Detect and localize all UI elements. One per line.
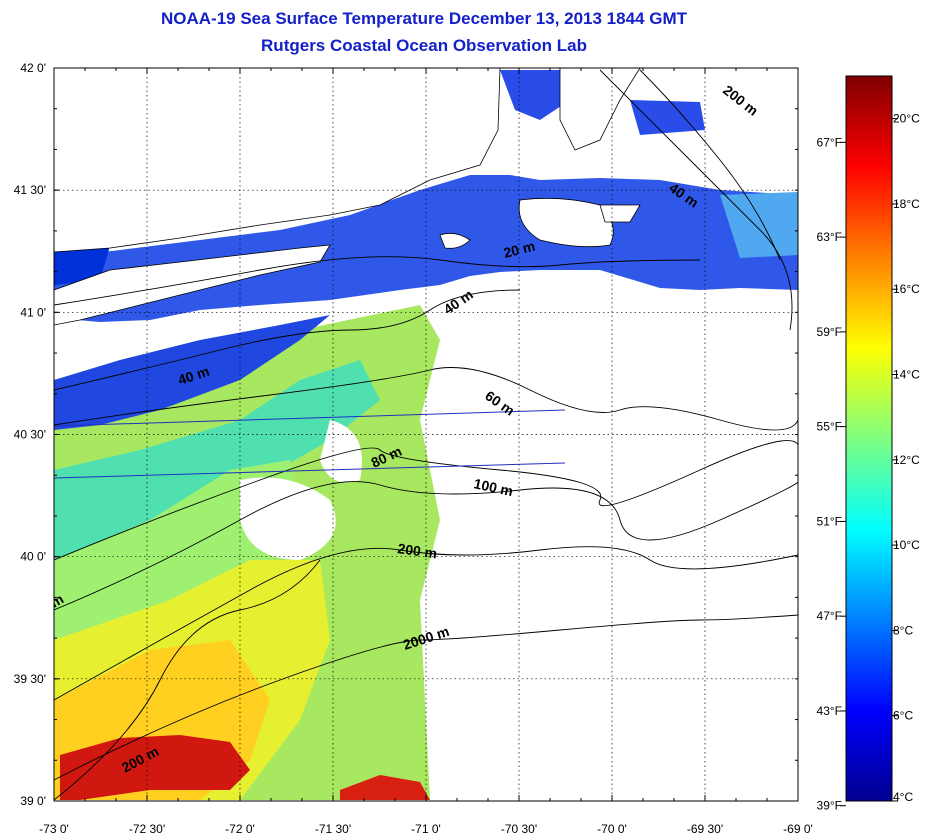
sst-cold-ne-patch-2 (630, 100, 705, 135)
sst-hot-spot-south (60, 735, 250, 800)
sst-cold-li-south (54, 315, 330, 430)
fahrenheit-label: 63°F (817, 230, 842, 244)
cape-cod-land (559, 68, 641, 151)
sst-hot-spot-east (340, 775, 430, 800)
lon-tick-label: -71 0' (411, 822, 441, 836)
lon-tick-label: -73 0' (39, 822, 69, 836)
lon-tick-label: -69 0' (783, 822, 813, 836)
lat-tick-label: 39 30' (14, 672, 46, 686)
lat-tick-label: 39 0' (20, 794, 46, 808)
fahrenheit-label: 55°F (817, 420, 842, 434)
isobath-label: 20 m (502, 238, 537, 261)
lon-tick-label: -70 0' (597, 822, 627, 836)
sst-light-blue-east (720, 192, 798, 258)
track-line-2 (54, 462, 566, 479)
marthas-vineyard-land (518, 197, 614, 248)
lat-tick-label: 40 0' (20, 550, 46, 564)
celsius-label: 18°C (893, 197, 920, 211)
cloud-patch-1 (240, 477, 336, 560)
lon-tick-label: -72 30' (129, 822, 165, 836)
lat-tick-label: 41 30' (14, 183, 46, 197)
celsius-label: 4°C (893, 790, 913, 804)
lon-tick-label: -72 0' (225, 822, 255, 836)
sst-field: 200 m 40 m 20 m 40 m 40 m 60 m 80 m 100 … (54, 68, 798, 801)
lon-tick-label: -69 30' (687, 822, 723, 836)
fahrenheit-label: 47°F (817, 609, 842, 623)
mainland-land (54, 68, 501, 253)
celsius-label: 12°C (893, 453, 920, 467)
map-subtitle: Rutgers Coastal Ocean Observation Lab (261, 36, 587, 55)
map-title: NOAA-19 Sea Surface Temperature December… (161, 9, 687, 28)
fahrenheit-label: 43°F (817, 704, 842, 718)
lat-tick-label: 40 30' (14, 428, 46, 442)
axes: -73 0' -72 30' -72 0' -71 30' -71 0' -70 30' -… (14, 61, 813, 836)
lat-tick-label: 41 0' (20, 305, 46, 319)
lat-tick-label: 42 0' (20, 61, 46, 75)
lon-tick-label: -71 30' (315, 822, 351, 836)
celsius-label: 20°C (893, 112, 920, 126)
sst-cold-ne-patch-1 (500, 70, 570, 120)
celsius-label: 14°C (893, 368, 920, 382)
fahrenheit-label: 59°F (817, 325, 842, 339)
track-line-1 (54, 409, 566, 427)
nantucket-land (599, 204, 641, 223)
colorbar-labels: 4°C 6°C 8°C 10°C 12°C 14°C 16°C 18°C 20°C 39°F 43°… (817, 112, 921, 813)
celsius-label: 10°C (893, 538, 920, 552)
lat-lon-grid (54, 68, 798, 801)
fahrenheit-label: 39°F (817, 799, 842, 813)
block-island-land (439, 232, 471, 249)
isobath-label: 200 m (397, 540, 439, 561)
celsius-label: 16°C (893, 282, 920, 296)
long-island-land (54, 244, 331, 326)
colorbar (845, 75, 893, 802)
lon-tick-label: -70 30' (501, 822, 537, 836)
fahrenheit-label: 51°F (817, 514, 842, 528)
celsius-label: 6°C (893, 709, 913, 723)
cloud-patch-2 (320, 420, 362, 483)
isobath-lines (54, 69, 798, 801)
fahrenheit-label: 67°F (817, 135, 842, 149)
celsius-label: 8°C (893, 623, 913, 637)
